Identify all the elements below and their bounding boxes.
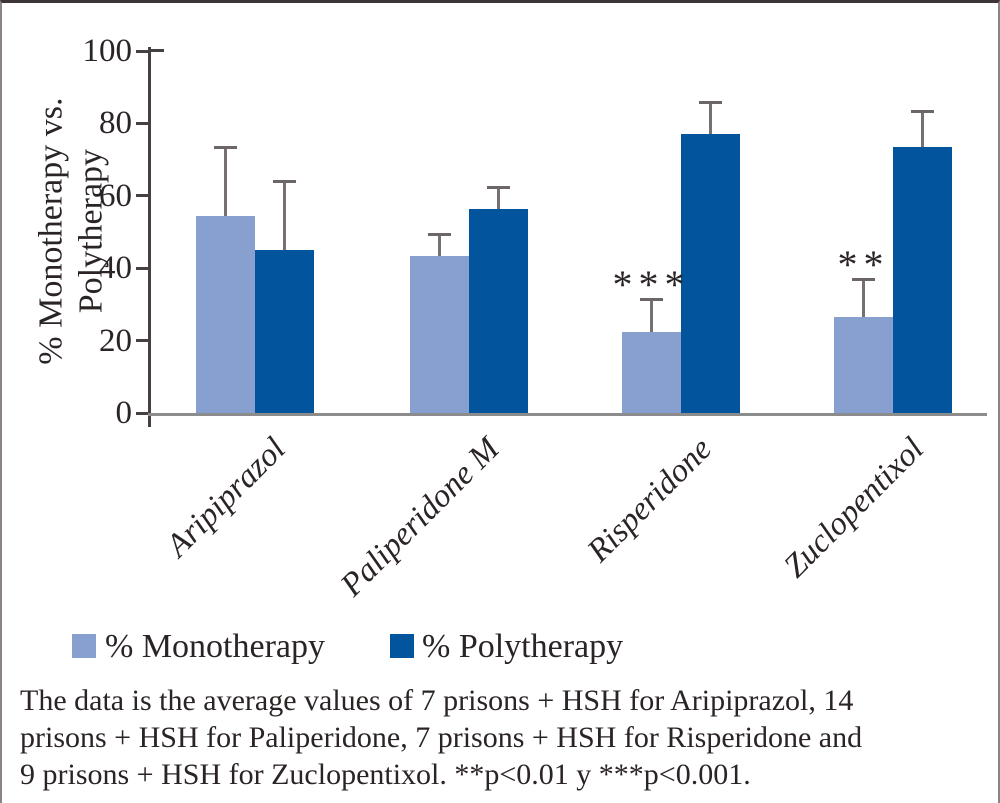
error-bar-cap (428, 232, 451, 236)
legend-label-monotherapy: % Monotherapy (105, 628, 326, 665)
error-bar-cap (214, 145, 237, 149)
bar-polytherapy-risperidone (681, 134, 740, 413)
error-bar (497, 187, 500, 210)
y-tick-mark-40 (136, 266, 148, 270)
error-bar-cap (640, 297, 663, 301)
legend-swatch-monotherapy (72, 634, 96, 658)
error-bar-cap (273, 180, 296, 184)
caption-line1: The data is the average values of 7 pris… (20, 684, 854, 717)
error-bar (283, 181, 286, 251)
y-axis-top-tick (151, 49, 164, 52)
y-tick-label-40: 40 (99, 250, 132, 287)
error-bar (709, 101, 712, 135)
y-axis-line (148, 47, 151, 416)
y-tick-label-60: 60 (99, 177, 132, 214)
error-bar (650, 298, 653, 332)
y-tick-mark-0 (136, 411, 148, 415)
bar-polytherapy-aripiprazol (255, 250, 314, 413)
y-tick-label-100: 100 (82, 33, 133, 69)
legend: % Monotherapy % Polytherapy (2, 623, 998, 671)
error-bar-cap (699, 100, 722, 104)
y-tick-label-20: 20 (99, 322, 132, 359)
caption-line2: prisons + HSH for Paliperidone, 7 prison… (20, 721, 863, 754)
error-bar (921, 110, 924, 147)
bar-monotherapy-zuclopentixol (834, 317, 893, 413)
x-axis-label-aripiprazol: Aripiprazol (159, 431, 293, 565)
x-axis-label-paliperidone-m: Paliperidone M (333, 431, 507, 604)
x-axis-label-risperidone: Risperidone (580, 431, 719, 570)
bar-monotherapy-aripiprazol (196, 215, 255, 413)
y-tick-mark-80 (136, 121, 148, 125)
x-axis-origin-tick (148, 416, 151, 427)
error-bar-cap (487, 186, 510, 190)
x-axis-line (148, 413, 987, 416)
legend-swatch-polytherapy (390, 634, 414, 658)
y-tick-label-0: 0 (115, 395, 133, 431)
caption: The data is the average values of 7 pris… (20, 682, 985, 793)
error-bar (438, 233, 441, 256)
bar-monotherapy-risperidone (622, 331, 681, 413)
y-tick-mark-100 (136, 49, 148, 53)
x-axis-label-zuclopentixol: Zuclopentixol (776, 431, 931, 585)
error-bar (862, 279, 865, 318)
legend-label-polytherapy: % Polytherapy (422, 628, 624, 665)
error-bar-cap (852, 278, 875, 282)
significance-marker-zuclopentixol: ** (837, 242, 890, 288)
plot-area: *** ** (151, 49, 987, 413)
caption-line3: 9 prisons + HSH for Zuclopentixol. **p<0… (20, 758, 751, 791)
error-bar (224, 146, 227, 216)
error-bar-cap (911, 109, 934, 113)
x-axis-labels: Aripiprazol Paliperidone M Risperidone Zucl… (151, 414, 987, 609)
y-tick-label-80: 80 (99, 105, 132, 142)
y-tick-mark-60 (136, 194, 148, 198)
bar-polytherapy-paliperidone-m (469, 209, 528, 413)
y-tick-mark-20 (136, 339, 148, 343)
significance-marker-risperidone: *** (612, 261, 691, 307)
bar-polytherapy-zuclopentixol (893, 146, 952, 413)
bar-monotherapy-paliperidone-m (410, 255, 469, 413)
